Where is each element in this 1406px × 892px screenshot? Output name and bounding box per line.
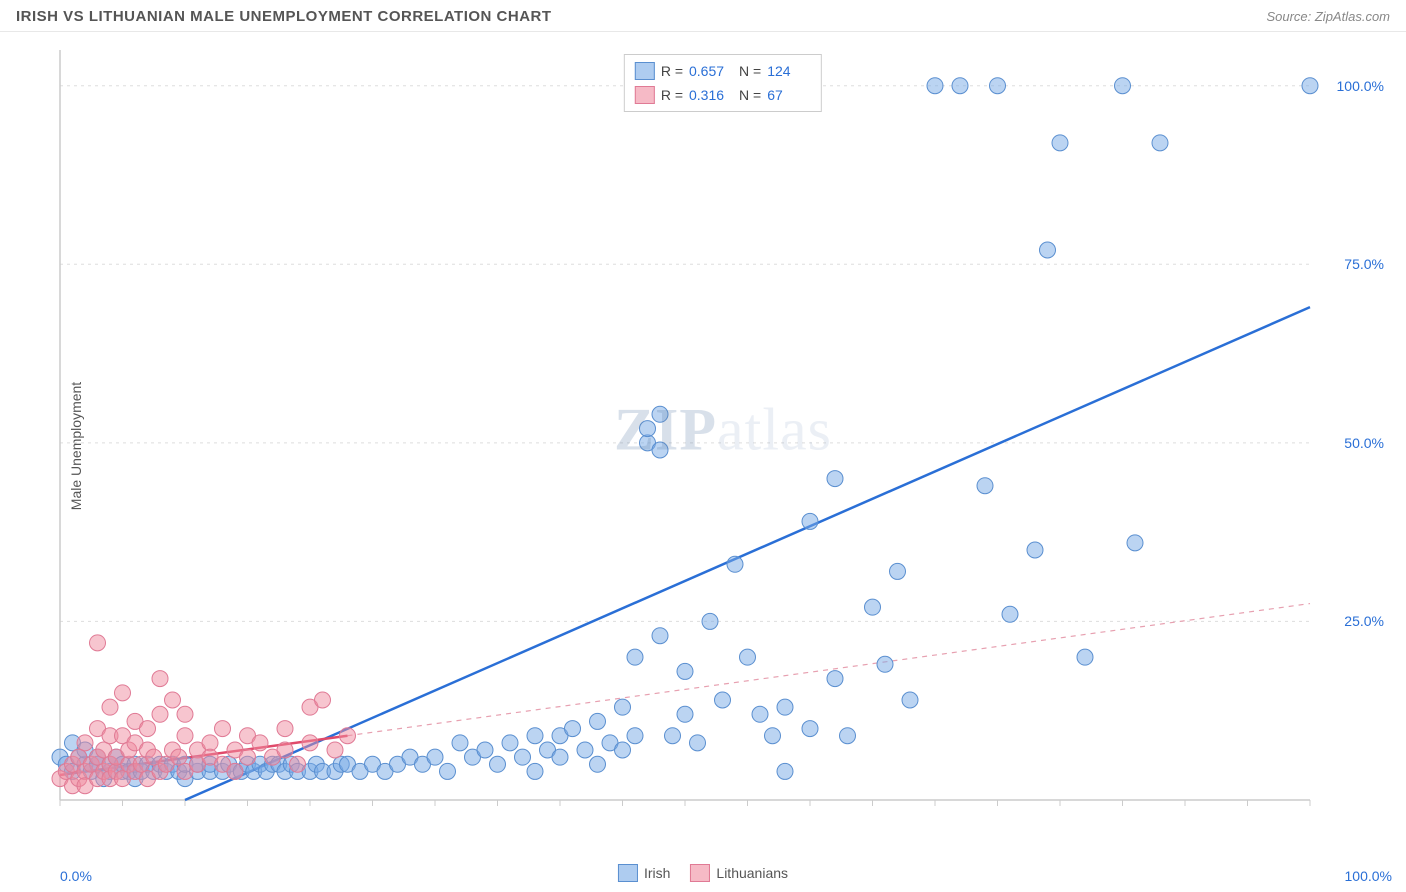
scatter-plot-svg	[50, 50, 1380, 820]
legend-swatch-lithuanian	[690, 864, 710, 882]
y-tick-label: 50.0%	[1344, 435, 1384, 451]
chart-header: IRISH VS LITHUANIAN MALE UNEMPLOYMENT CO…	[0, 0, 1406, 32]
n-value: 67	[767, 83, 811, 107]
legend-swatch-irish	[635, 62, 655, 80]
legend-label: Lithuanians	[716, 865, 788, 881]
legend-item-lithuanian: Lithuanians	[690, 864, 788, 882]
source-label: Source: ZipAtlas.com	[1266, 9, 1390, 24]
n-label: N =	[739, 83, 761, 107]
series-legend: Irish Lithuanians	[618, 864, 788, 882]
legend-label: Irish	[644, 865, 670, 881]
r-value: 0.657	[689, 59, 733, 83]
y-tick-label: 100.0%	[1337, 78, 1384, 94]
stats-legend-row: R = 0.657 N = 124	[635, 59, 811, 83]
stats-legend: R = 0.657 N = 124 R = 0.316 N = 67	[624, 54, 822, 112]
x-axis-max-label: 100.0%	[1345, 868, 1392, 884]
legend-swatch-lithuanian	[635, 86, 655, 104]
legend-item-irish: Irish	[618, 864, 670, 882]
r-label: R =	[661, 59, 683, 83]
y-tick-label: 75.0%	[1344, 256, 1384, 272]
legend-swatch-irish	[618, 864, 638, 882]
chart-title: IRISH VS LITHUANIAN MALE UNEMPLOYMENT CO…	[16, 8, 552, 25]
stats-legend-row: R = 0.316 N = 67	[635, 83, 811, 107]
y-tick-label: 25.0%	[1344, 613, 1384, 629]
r-label: R =	[661, 83, 683, 107]
r-value: 0.316	[689, 83, 733, 107]
n-value: 124	[767, 59, 811, 83]
chart-area: R = 0.657 N = 124 R = 0.316 N = 67 ZIPat…	[50, 50, 1396, 842]
x-axis-min-label: 0.0%	[60, 868, 92, 884]
n-label: N =	[739, 59, 761, 83]
